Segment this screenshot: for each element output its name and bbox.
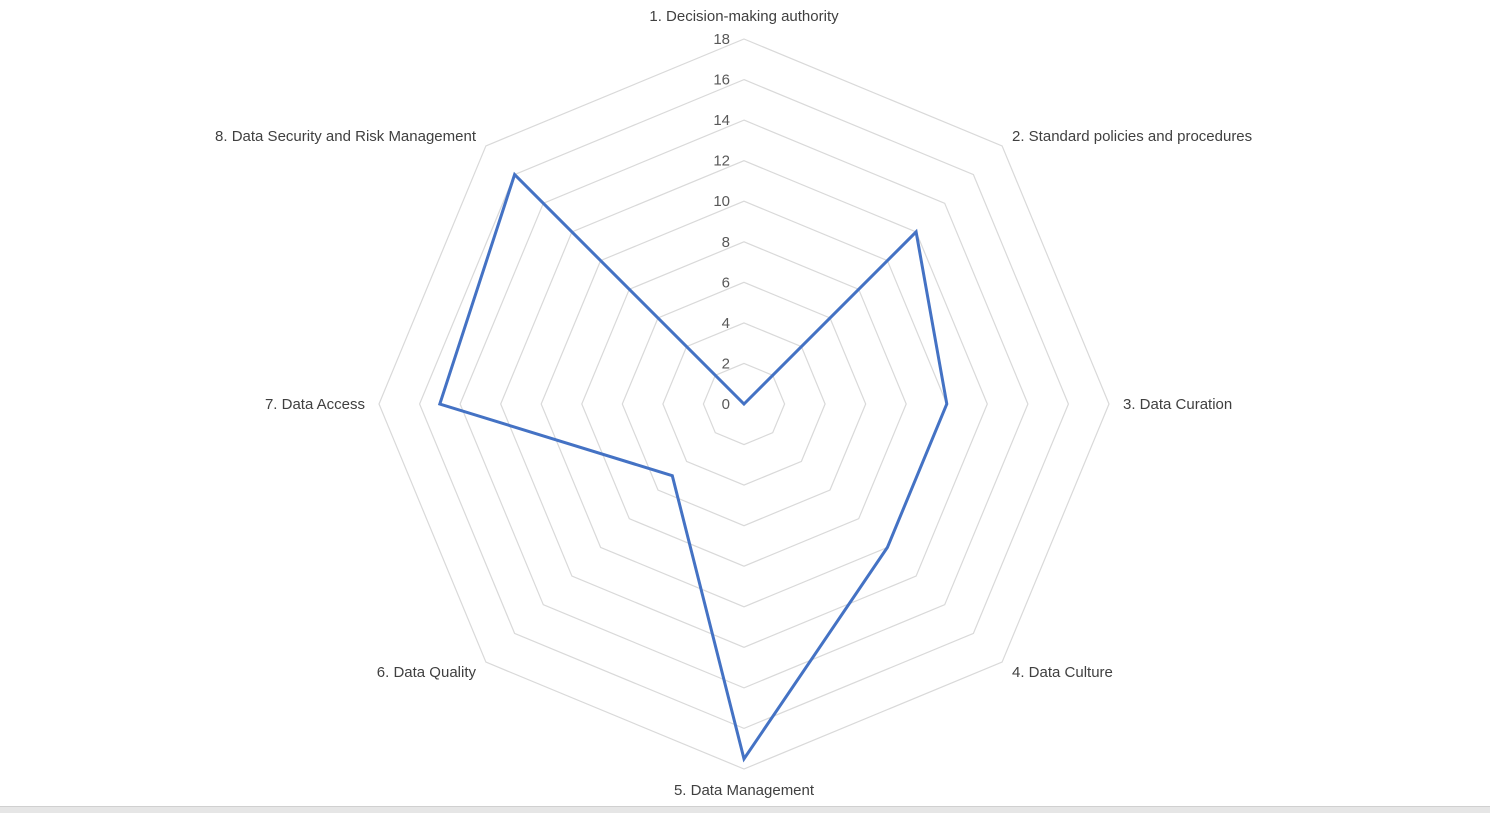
tick-label-16: 16 [713, 72, 730, 89]
tick-label-12: 12 [713, 153, 730, 170]
category-label-4: 4. Data Culture [1012, 664, 1113, 681]
category-label-1: 1. Decision-making authority [649, 8, 839, 25]
category-label-6: 6. Data Quality [377, 664, 477, 681]
tick-label-2: 2 [722, 355, 730, 372]
tick-label-4: 4 [722, 315, 730, 332]
tick-label-layer: 0 2 4 6 8 10 12 14 16 18 [713, 31, 730, 413]
axis-label-layer: 1. Decision-making authority 2. Standard … [215, 8, 1252, 799]
category-label-3: 3. Data Curation [1123, 396, 1232, 413]
category-label-8: 8. Data Security and Risk Management [215, 128, 477, 145]
tick-label-10: 10 [713, 193, 730, 210]
category-label-7: 7. Data Access [265, 396, 365, 413]
category-label-5: 5. Data Management [674, 782, 815, 799]
tick-label-18: 18 [713, 31, 730, 48]
tick-label-8: 8 [722, 234, 730, 251]
tick-label-14: 14 [713, 112, 730, 129]
category-label-2: 2. Standard policies and procedures [1012, 128, 1252, 145]
tick-label-6: 6 [722, 274, 730, 291]
tick-label-0: 0 [722, 396, 730, 413]
